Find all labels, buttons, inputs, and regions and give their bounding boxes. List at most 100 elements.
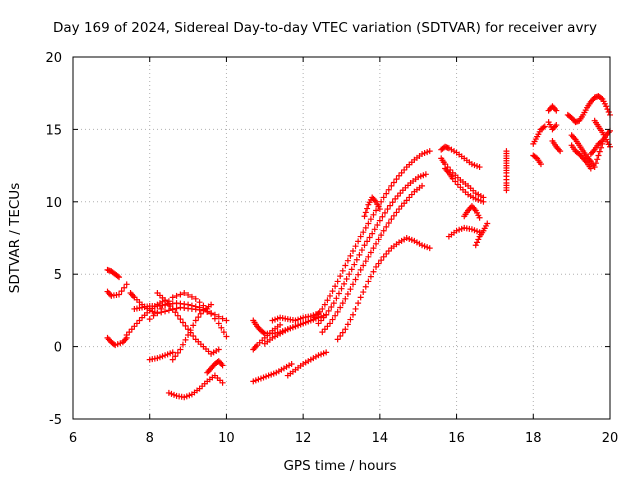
data-point	[334, 308, 341, 315]
data-point	[341, 280, 348, 287]
data-point	[474, 239, 481, 246]
data-point	[360, 289, 367, 296]
series-arc-ai	[549, 137, 564, 155]
data-point	[323, 311, 330, 318]
data-point	[598, 144, 605, 151]
series-arc-w	[361, 194, 383, 220]
data-point	[169, 305, 176, 312]
data-point	[337, 304, 344, 311]
data-point	[188, 293, 195, 300]
data-point	[219, 362, 226, 369]
data-point	[364, 205, 371, 212]
data-points	[104, 93, 613, 401]
data-point	[362, 209, 369, 216]
data-point	[604, 106, 611, 113]
data-point	[188, 302, 195, 309]
data-point	[385, 220, 392, 227]
grid-lines	[73, 57, 610, 419]
data-point	[344, 321, 351, 328]
data-point	[373, 240, 380, 247]
x-tick-label: 18	[525, 431, 542, 446]
data-point	[208, 310, 215, 317]
series-arc-x	[438, 143, 483, 171]
data-point	[603, 103, 610, 110]
data-point	[475, 236, 482, 243]
data-point	[383, 190, 390, 197]
data-point	[215, 320, 222, 327]
data-point	[380, 194, 387, 201]
data-point	[338, 285, 345, 292]
data-point	[208, 301, 215, 308]
data-point	[332, 312, 339, 319]
y-tick-label: 0	[54, 341, 62, 356]
data-point	[123, 281, 130, 288]
series-arc-aj	[564, 93, 613, 126]
data-point	[174, 312, 181, 319]
series-arc-am	[587, 127, 613, 158]
data-point	[172, 353, 179, 360]
data-point	[196, 299, 203, 306]
data-point	[393, 209, 400, 216]
data-point	[371, 226, 378, 233]
series-arc-l	[204, 358, 226, 376]
data-point	[373, 207, 380, 214]
data-point	[177, 346, 184, 353]
y-tick-label: 15	[45, 123, 62, 138]
data-point	[334, 336, 341, 343]
y-tick-label: 10	[45, 196, 62, 211]
data-point	[260, 329, 267, 336]
data-point	[321, 301, 328, 308]
data-point	[370, 268, 377, 275]
x-axis-label: GPS time / hours	[283, 458, 396, 474]
series-arc-u	[319, 182, 426, 336]
x-tick-label: 6	[69, 431, 77, 446]
data-point	[426, 148, 433, 155]
series-arc-r	[284, 349, 330, 379]
data-point	[375, 260, 382, 267]
data-point	[350, 281, 357, 288]
data-point	[383, 223, 390, 230]
series-arc-j	[146, 349, 176, 363]
data-point	[215, 346, 222, 353]
data-point	[329, 316, 336, 323]
data-point	[179, 319, 186, 326]
data-point	[419, 182, 426, 189]
data-point	[337, 332, 344, 339]
series-arc-a	[104, 266, 123, 281]
data-point	[118, 288, 125, 295]
data-point	[484, 220, 491, 227]
data-point	[350, 248, 357, 255]
data-point	[357, 233, 364, 240]
data-point	[362, 224, 369, 231]
data-point	[169, 294, 176, 301]
data-point	[347, 252, 354, 259]
x-tick-label: 10	[218, 431, 235, 446]
series-arc-k	[165, 372, 226, 401]
series-arc-ad	[503, 148, 510, 194]
axis-ticks: 6 8 10 12 14 16 18 20 -5 0 5 10 15 20	[45, 51, 618, 446]
series-arc-t	[315, 171, 429, 327]
data-point	[325, 307, 332, 314]
series-arc-ag	[545, 103, 560, 114]
data-point	[426, 245, 433, 252]
series-arc-h	[154, 290, 222, 357]
data-point	[223, 317, 230, 324]
data-point	[596, 148, 603, 155]
data-point	[177, 291, 184, 298]
data-point	[390, 179, 397, 186]
data-point	[605, 109, 612, 116]
data-point	[173, 292, 180, 299]
data-point	[358, 247, 365, 254]
data-point	[319, 305, 326, 312]
data-point	[365, 220, 372, 227]
chart-title: Day 169 of 2024, Sidereal Day-to-day VTE…	[53, 20, 597, 36]
data-point	[351, 261, 358, 268]
data-point	[330, 300, 337, 307]
data-point	[598, 95, 605, 102]
series-arc-b	[104, 281, 130, 299]
data-point	[343, 276, 350, 283]
series-arc-o	[250, 321, 284, 353]
data-point	[353, 256, 360, 263]
data-point	[185, 301, 192, 308]
data-point	[339, 329, 346, 336]
